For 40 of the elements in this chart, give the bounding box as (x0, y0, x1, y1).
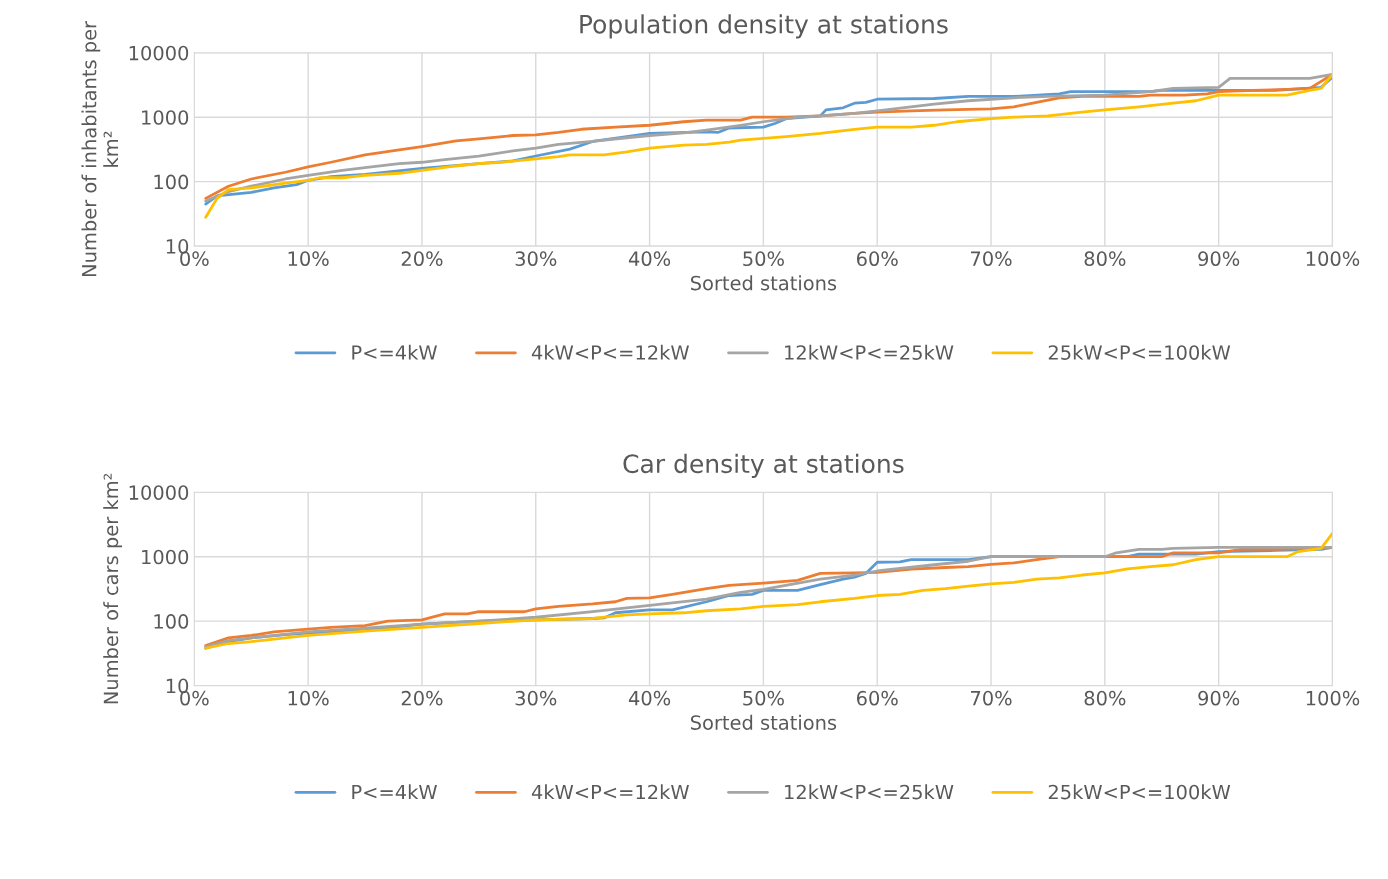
y-tick-label: 10000 (129, 45, 189, 61)
x-tick-label: 20% (401, 690, 443, 706)
x-axis-title: Sorted stations (690, 714, 837, 730)
x-axis-title: Sorted stations (690, 275, 837, 291)
x-tick-label: 30% (515, 690, 557, 706)
y-tick-label: 10000 (129, 485, 189, 500)
x-tick-label: 100% (1306, 690, 1360, 706)
x-tick-label: 20% (401, 251, 443, 267)
x-tick-label: 50% (743, 251, 784, 267)
x-tick-label: 50% (743, 690, 784, 706)
x-tick-label: 40% (628, 690, 671, 706)
legend-label: 4kW<P<=12kW (531, 344, 689, 360)
x-tick-label: 30% (515, 251, 557, 267)
x-tick-label: 80% (1084, 251, 1126, 267)
y-tick-label: 100 (154, 614, 189, 629)
y-tick-label: 1000 (142, 110, 189, 125)
x-tick-label: 70% (971, 251, 1012, 267)
x-tick-label: 70% (971, 690, 1012, 706)
legend-label: P<=4kW (352, 784, 437, 800)
y-tick-label: 100 (154, 174, 189, 190)
y-tick-label: 1000 (142, 549, 189, 565)
x-tick-label: 10% (288, 690, 329, 706)
y-axis-title: Number of cars per km² (103, 473, 123, 704)
x-tick-label: 40% (628, 251, 671, 267)
legend-label: 25kW<P<=100kW (1048, 784, 1231, 800)
x-tick-label: 80% (1084, 690, 1126, 706)
x-tick-label: 90% (1198, 251, 1240, 267)
x-tick-label: 100% (1306, 251, 1360, 267)
x-tick-label: 10% (288, 251, 329, 267)
x-tick-label: 60% (856, 251, 898, 267)
chart-title: Population density at stations (580, 14, 948, 39)
legend-label: 12kW<P<=25kW (785, 344, 954, 360)
legend-label: P<=4kW (352, 344, 437, 360)
x-tick-label: 60% (856, 690, 898, 706)
y-axis-title: Number of inhabitants per km² (81, 20, 118, 277)
x-tick-label: 90% (1198, 690, 1240, 706)
legend-label: 4kW<P<=12kW (531, 784, 689, 800)
legend-label: 25kW<P<=100kW (1048, 344, 1231, 360)
legend-label: 12kW<P<=25kW (785, 784, 954, 800)
chart-title: Car density at stations (623, 453, 904, 478)
